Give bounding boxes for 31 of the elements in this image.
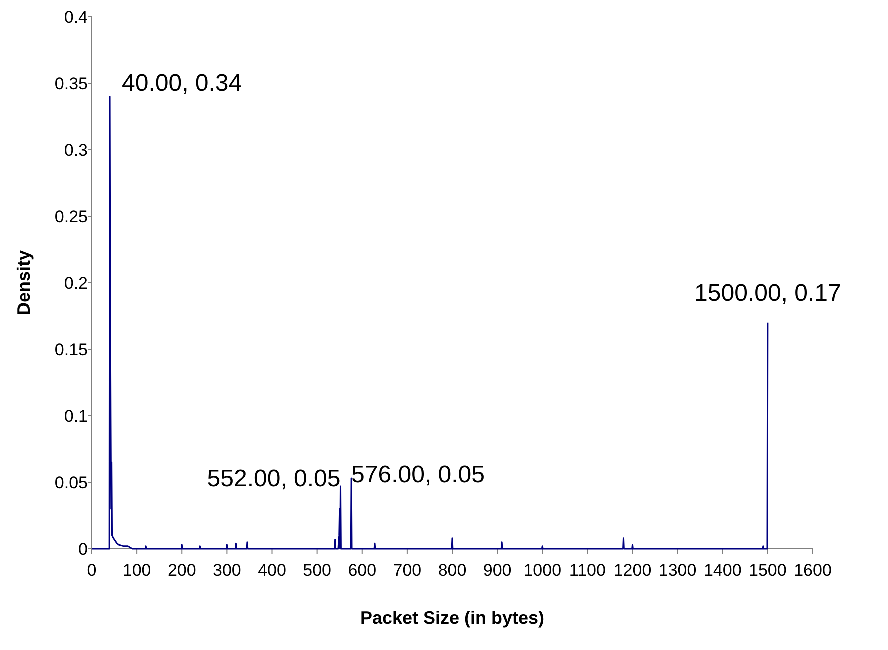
annotation: 552.00, 0.05 [207, 466, 341, 492]
x-tick-label: 500 [303, 561, 332, 580]
y-tick-label: 0.3 [64, 141, 88, 160]
y-tick-label: 0.25 [54, 208, 88, 226]
y-axis-title: Density [14, 250, 34, 316]
x-tick-label: 100 [122, 561, 152, 580]
x-axis-title: Packet Size (in bytes) [360, 608, 545, 628]
x-tick-label: 1500 [749, 561, 787, 580]
y-tick-label: 0.1 [64, 407, 88, 426]
x-tick-label: 800 [438, 561, 467, 580]
x-tick-label: 200 [168, 561, 196, 580]
x-tick-label: 1200 [614, 561, 652, 580]
y-tick-label: 0.4 [64, 8, 88, 27]
x-tick-label: 1100 [569, 561, 606, 580]
x-tick-label: 1400 [704, 561, 742, 580]
x-tick-label: 1000 [524, 561, 562, 580]
y-tick-label: 0.2 [64, 274, 88, 293]
x-tick-label: 300 [213, 561, 242, 580]
x-tick-label: 400 [258, 561, 286, 580]
annotation: 1500.00, 0.17 [694, 280, 842, 307]
x-tick-label: 1300 [658, 561, 697, 580]
x-tick-label: 600 [348, 561, 377, 580]
y-tick-label: 0.15 [54, 340, 88, 360]
y-tick-label: 0.35 [54, 74, 88, 94]
x-tick-label: 900 [483, 561, 512, 580]
annotation: 40.00, 0.34 [122, 70, 242, 97]
x-tick-label: 700 [393, 561, 422, 580]
x-tick-label: 1600 [794, 561, 832, 580]
y-tick-label: 0 [78, 540, 88, 559]
annotation: 576.00, 0.05 [352, 462, 486, 488]
y-tick-label: 0.05 [54, 474, 88, 492]
